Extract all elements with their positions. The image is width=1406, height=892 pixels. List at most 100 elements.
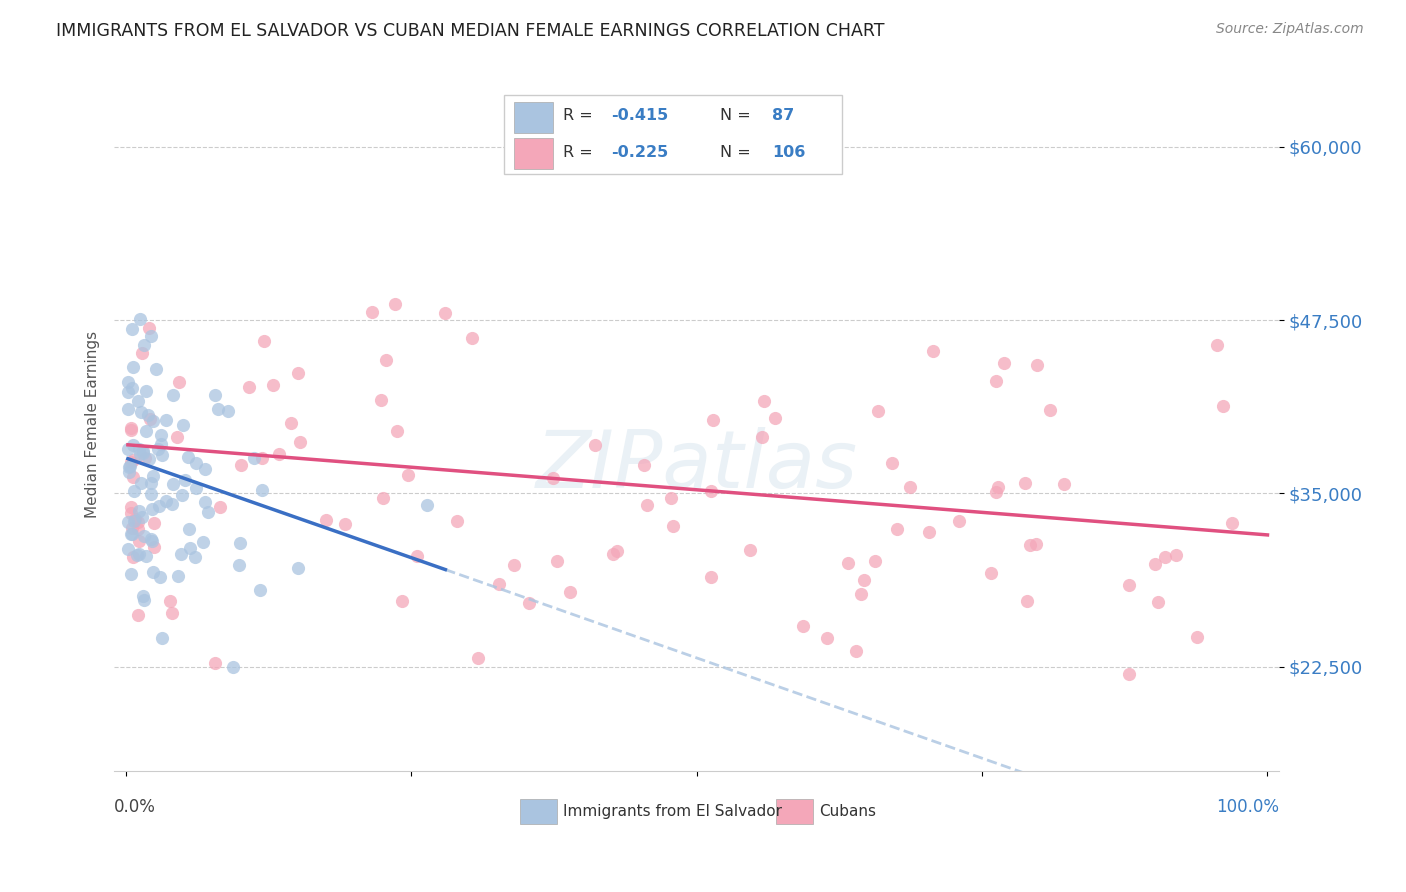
Point [1053,477,1076,491]
Point [131,345,153,359]
Point [121,381,143,395]
Point [150,437,173,451]
Text: Cubans: Cubans [818,804,876,819]
Point [159,594,181,608]
Point [184,549,207,564]
Point [754,393,776,408]
Point [583,438,606,452]
Point [659,491,682,505]
Point [1143,557,1166,571]
Point [179,541,201,555]
Point [373,491,395,506]
Point [191,535,214,549]
Text: 87: 87 [772,109,794,123]
Point [138,411,160,425]
Point [204,388,226,402]
Text: -0.415: -0.415 [612,109,669,123]
Point [488,577,510,591]
Point [194,462,217,476]
Point [1164,549,1187,563]
Point [145,361,167,376]
Point [143,540,166,554]
Point [120,421,142,435]
Point [866,404,889,418]
Point [1018,538,1040,552]
Point [433,306,456,320]
Point [117,401,139,416]
Point [120,527,142,541]
Point [184,457,207,471]
Point [460,331,482,345]
Point [391,594,413,608]
Point [117,465,139,479]
Point [863,553,886,567]
Point [121,550,143,565]
Point [662,519,685,533]
Point [702,413,724,427]
Point [132,593,155,607]
Point [131,589,153,603]
Point [160,497,183,511]
Point [541,470,564,484]
Point [287,561,309,575]
Text: Immigrants from El Salvador: Immigrants from El Salvador [562,804,782,819]
Point [117,375,139,389]
Point [128,547,150,561]
Text: IMMIGRANTS FROM EL SALVADOR VS CUBAN MEDIAN FEMALE EARNINGS CORRELATION CHART: IMMIGRANTS FROM EL SALVADOR VS CUBAN MED… [56,22,884,40]
Point [124,484,146,499]
Point [993,356,1015,370]
Point [1025,358,1047,372]
Point [204,656,226,670]
Point [606,543,628,558]
Point [898,480,921,494]
Point [194,495,217,509]
Point [132,337,155,351]
Point [160,606,183,620]
Point [122,514,145,528]
Point [124,512,146,526]
Point [135,425,157,439]
Point [980,566,1002,580]
Point [138,321,160,335]
Point [132,446,155,460]
Point [1185,631,1208,645]
Point [127,515,149,529]
Point [267,447,290,461]
Point [922,343,945,358]
Point [150,632,173,646]
Point [849,587,872,601]
Text: 100.0%: 100.0% [1216,798,1279,816]
Point [360,305,382,319]
Point [387,424,409,438]
Point [127,522,149,536]
Point [141,565,163,579]
Point [136,408,159,422]
Point [179,522,201,536]
Point [139,475,162,490]
Point [166,430,188,444]
Point [141,533,163,548]
Point [122,437,145,451]
Text: R =: R = [562,109,598,123]
Point [229,535,252,549]
Point [1014,475,1036,490]
Point [287,366,309,380]
Text: 106: 106 [772,145,806,160]
Point [139,486,162,500]
Point [132,529,155,543]
Point [141,328,163,343]
Point [288,435,311,450]
Point [122,470,145,484]
Point [155,494,177,508]
FancyBboxPatch shape [519,799,557,824]
Text: N =: N = [720,145,755,160]
Point [129,405,152,419]
Point [129,446,152,460]
Point [503,558,526,572]
Point [127,608,149,623]
Point [406,549,429,564]
Point [217,404,239,418]
Point [131,475,153,490]
Point [636,498,658,512]
Point [121,520,143,534]
